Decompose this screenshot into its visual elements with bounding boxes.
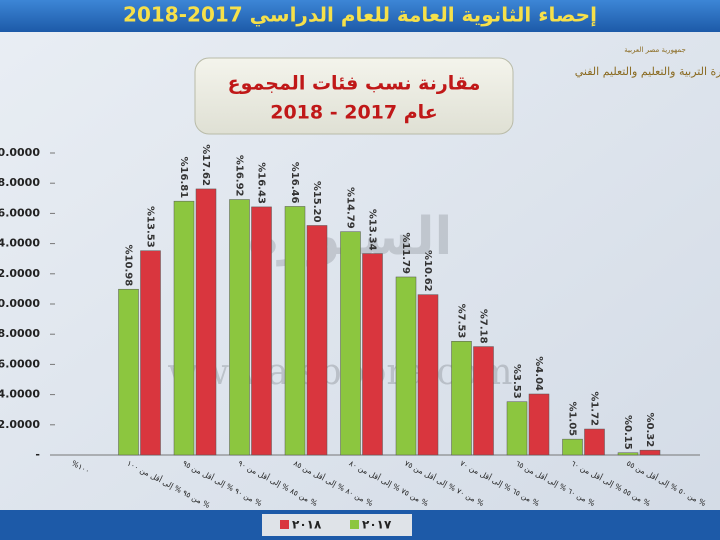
logo-top: جمهورية مصر العربية <box>624 46 686 54</box>
bar <box>284 206 306 456</box>
bar <box>173 200 195 456</box>
title-box <box>194 57 514 135</box>
y-tick-label: 18.0000 <box>0 176 40 189</box>
bar <box>251 206 272 456</box>
value-label: %0.15 <box>622 415 633 450</box>
y-tick-label: %6.0000 <box>0 357 40 370</box>
bar <box>617 452 639 456</box>
bar <box>395 276 417 456</box>
bar <box>340 231 361 456</box>
y-tick-label: 16.0000 <box>0 206 40 219</box>
value-label: %14.79 <box>345 187 356 229</box>
value-label: %0.32 <box>644 412 655 447</box>
bar <box>528 393 550 456</box>
value-label: %7.18 <box>478 309 489 344</box>
legend-swatch <box>280 520 289 529</box>
y-tick-label: %8.0000 <box>0 327 40 340</box>
value-label: %7.53 <box>456 304 467 339</box>
y-tick-label: 20.0000 <box>0 146 40 159</box>
bar <box>562 438 583 456</box>
bar <box>584 428 605 456</box>
bar <box>362 253 383 456</box>
value-label: %1.05 <box>567 401 578 436</box>
y-tick-label: %4.0000 <box>0 388 40 401</box>
value-label: %16.46 <box>289 162 300 204</box>
value-label: %16.43 <box>256 162 267 204</box>
bar <box>473 346 494 456</box>
chart-title: مقارنة نسب فئات المجموع <box>228 73 481 95</box>
y-tick-label: 10.0000 <box>0 297 40 310</box>
legend-swatch <box>350 520 359 529</box>
value-label: %16.92 <box>234 155 245 197</box>
bar <box>118 288 139 456</box>
bar <box>306 225 328 456</box>
value-label: %16.81 <box>178 157 189 199</box>
chart-subtitle: عام 2017 - 2018 <box>270 102 438 124</box>
bar <box>417 294 439 456</box>
y-tick-label: 14.0000 <box>0 237 40 250</box>
value-label: %3.53 <box>511 364 522 399</box>
legend-label: ٢٠١٧ <box>362 518 392 532</box>
value-label: %15.20 <box>311 181 322 223</box>
bar <box>639 449 661 456</box>
y-tick-label: - <box>35 448 40 461</box>
value-label: %10.98 <box>123 245 134 287</box>
legend-label: ٢٠١٨ <box>292 518 322 532</box>
bar <box>506 401 528 456</box>
header-title: إحصاء الثانوية العامة للعام الدراسي 2017… <box>123 3 597 28</box>
logo-text: وزارة التربية والتعليم والتعليم الفني <box>575 65 720 78</box>
bar <box>451 341 472 456</box>
value-label: %1.72 <box>589 391 600 426</box>
value-label: %17.62 <box>200 144 211 186</box>
bar <box>140 250 161 456</box>
value-label: %10.62 <box>422 250 433 292</box>
header-bar <box>0 0 720 32</box>
bar <box>195 188 217 456</box>
legend-box <box>262 514 412 536</box>
y-tick-label: 12.0000 <box>0 267 40 280</box>
y-tick-label: %2.0000 <box>0 418 40 431</box>
value-label: %13.34 <box>367 209 378 251</box>
value-label: %4.04 <box>533 356 544 391</box>
value-label: %11.79 <box>400 232 411 274</box>
bar <box>229 199 250 456</box>
value-label: %13.53 <box>145 206 156 248</box>
